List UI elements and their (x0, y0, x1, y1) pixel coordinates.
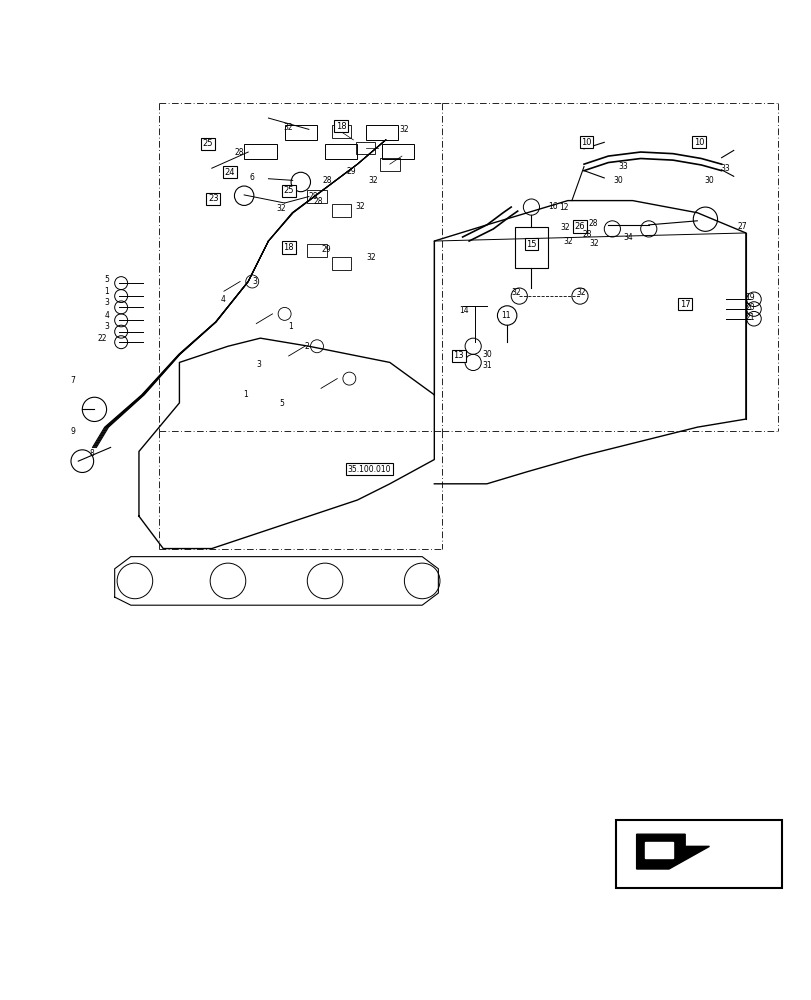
Text: 3: 3 (256, 360, 261, 369)
Text: 27: 27 (736, 222, 746, 231)
Text: 29: 29 (346, 167, 356, 176)
Bar (244, 144, 277, 159)
Text: 7: 7 (70, 376, 75, 385)
Text: 32: 32 (589, 239, 599, 248)
Text: 32: 32 (368, 176, 378, 185)
Text: 9: 9 (70, 427, 75, 436)
Text: 3: 3 (104, 322, 109, 331)
Text: 14: 14 (459, 306, 469, 315)
Text: 26: 26 (574, 222, 585, 231)
Text: 33: 33 (617, 162, 627, 171)
Text: 28: 28 (581, 230, 591, 239)
Text: 32: 32 (277, 204, 285, 213)
Text: 28: 28 (322, 176, 332, 185)
Text: 1: 1 (288, 322, 292, 331)
Text: 25: 25 (202, 139, 212, 148)
Text: 3: 3 (252, 277, 257, 286)
Text: 8: 8 (89, 449, 94, 458)
Text: 30: 30 (482, 350, 491, 359)
Text: 20: 20 (744, 303, 753, 312)
Text: 28: 28 (314, 197, 323, 206)
Bar (616, 820, 781, 888)
Bar (380, 158, 399, 171)
Text: 15: 15 (526, 240, 536, 249)
Text: 13: 13 (453, 351, 463, 360)
Text: 32: 32 (399, 125, 409, 134)
Text: 24: 24 (224, 168, 234, 177)
Text: 34: 34 (623, 233, 633, 242)
Text: 32: 32 (562, 237, 572, 246)
Bar (324, 144, 357, 159)
Text: 32: 32 (284, 123, 293, 132)
Text: 32: 32 (354, 202, 364, 211)
Text: 4: 4 (221, 295, 225, 304)
Bar (331, 204, 350, 217)
Text: 29: 29 (321, 245, 331, 254)
Text: 32: 32 (560, 223, 569, 232)
Text: 10: 10 (581, 138, 591, 147)
Text: 19: 19 (744, 293, 753, 302)
Text: 6: 6 (250, 173, 255, 182)
Text: 5: 5 (280, 399, 285, 408)
Text: 31: 31 (482, 361, 491, 370)
Text: 3: 3 (104, 298, 109, 307)
Text: 35.100.010: 35.100.010 (347, 465, 391, 474)
Text: 17: 17 (679, 300, 689, 309)
Bar (355, 142, 375, 154)
Text: 21: 21 (744, 313, 753, 322)
Bar (331, 257, 350, 270)
Text: 18: 18 (283, 243, 294, 252)
Text: 23: 23 (208, 194, 218, 203)
Text: 28: 28 (588, 219, 598, 228)
Text: 1: 1 (104, 287, 109, 296)
Text: 30: 30 (704, 176, 714, 185)
Text: 18: 18 (336, 122, 346, 131)
Text: 12: 12 (558, 203, 568, 212)
Text: 32: 32 (366, 253, 375, 262)
Bar (307, 244, 326, 257)
Text: 32: 32 (575, 288, 585, 297)
Text: 25: 25 (283, 186, 294, 195)
Bar (307, 190, 326, 203)
Bar (381, 144, 414, 159)
Text: 32: 32 (511, 288, 520, 297)
Polygon shape (644, 842, 672, 858)
Text: 22: 22 (97, 334, 107, 343)
Text: 5: 5 (104, 275, 109, 284)
Text: 4: 4 (104, 311, 109, 320)
Text: 1: 1 (243, 390, 248, 399)
Text: 30: 30 (612, 176, 622, 185)
Bar (515, 227, 547, 268)
Text: 28: 28 (308, 192, 317, 201)
Bar (285, 125, 316, 140)
Text: 33: 33 (720, 164, 730, 173)
Polygon shape (636, 834, 709, 869)
Bar (365, 125, 397, 140)
Text: 2: 2 (303, 342, 308, 351)
Text: 10: 10 (693, 138, 703, 147)
Bar (331, 125, 350, 138)
Text: 28: 28 (234, 148, 244, 157)
Text: 16: 16 (547, 202, 557, 211)
Text: 11: 11 (501, 311, 510, 320)
